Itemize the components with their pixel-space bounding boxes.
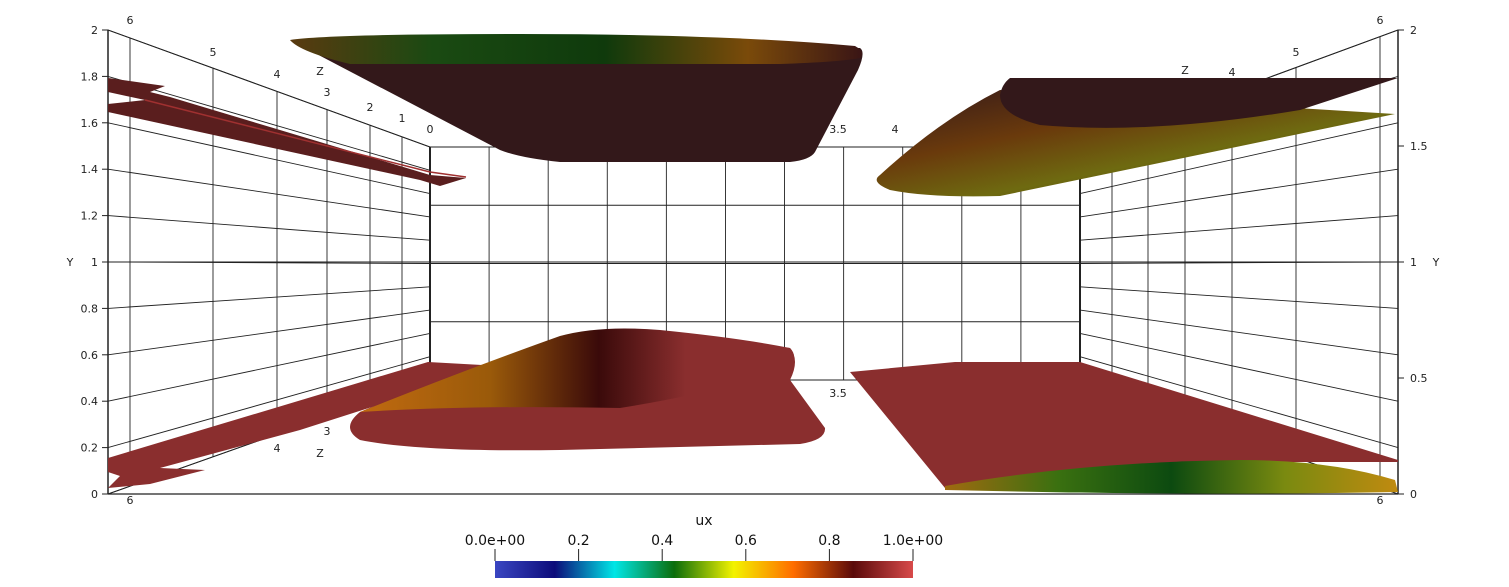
surface-bottom-left-sheet [108,362,500,488]
depth-edge-tl [107,29,431,148]
y-tick-label-left: 0.6 [81,349,99,362]
grid-line-right-y [1079,122,1399,195]
y-tick-label-left: 2 [91,24,98,37]
grid-line-left-y [107,332,431,402]
colorbar-tick-label: 1.0e+00 [883,533,943,549]
y-tick-label-left: 0 [91,488,98,501]
grid-line-left-y [107,215,431,241]
colorbar-gradient [495,561,913,578]
colorbar-tick-label: 0.2 [567,533,589,549]
grid-line-left-y [107,309,431,356]
surface-top-center-top [290,34,863,64]
surface-top-left-wedge-edge [144,99,467,178]
z-axis-title-bottom-left: Z [316,447,324,460]
z-axis-title-top-left: Z [316,65,324,78]
y-tick-label-left: 1.6 [81,117,99,130]
y-tick-label-left: 1.8 [81,70,99,83]
grid-line-right-y [1079,286,1399,309]
surface-bottom-right-body [850,362,1398,488]
grid-line-right-y [1079,309,1399,356]
y-tick-label-right: 1.5 [1410,140,1428,153]
y-tick-label-left: 0.4 [81,395,99,408]
y-axis-title-right: Y [1432,256,1440,269]
x-tick-label-bottom: 3.5 [829,387,847,400]
surface-bottom-right-underside [945,460,1398,494]
colorbar-tick-label: 0.4 [651,533,673,549]
surfaces [108,34,1398,494]
surface-top-center-body [290,40,863,162]
grid-line-right-y [1079,215,1399,241]
y-tick-label-left: 1.2 [81,210,99,223]
x-tick-label-top: 4 [892,123,899,136]
grid-line-left-y [107,168,431,218]
z-tick-label-top-right: 5 [1293,46,1300,59]
grid-line-right-y [1079,168,1399,218]
y-tick-label-left: 1 [91,256,98,269]
z-tick-label-top-left: 3 [324,86,331,99]
axis-labels: 0 0.2 0.4 0.6 0.8 1 1.2 1.4 1.6 1.8 2 0 0.5 1 1.5 2 Y Y 6 5… [66,14,1440,507]
y-tick-label-left: 0.2 [81,442,99,455]
grid-line-right-y [1079,356,1399,449]
grid-line-left-y [107,356,431,449]
z-tick-label-bottom-left: 6 [127,494,134,507]
surface-top-right-body [876,90,1395,197]
y-tick-label-right: 0.5 [1410,372,1428,385]
grid-line-left-y [107,286,431,309]
z-tick-label-top-left: 6 [127,14,134,27]
z-axis-title-top-right: Z [1181,64,1189,77]
z-tick-label-top-left: 1 [399,112,406,125]
grid-line-right-y [1079,332,1399,402]
colorbar-ticks: 0.0e+00 0.2 0.4 0.6 0.8 1.0e+00 [465,533,943,561]
x-tick-label-top: 3.5 [829,123,847,136]
y-axis-title-left: Y [66,256,74,269]
z-tick-label-top-left: 5 [210,46,217,59]
y-tick-label-left: 0.8 [81,302,99,315]
colorbar-tick-label: 0.6 [735,533,757,549]
colorbar-title: ux [695,513,712,529]
z-tick-label-top-left: 0 [427,123,434,136]
surface-bottom-center-top [360,328,794,412]
z-tick-label-top-left: 2 [367,101,374,114]
y-tick-label-left: 1.4 [81,163,99,176]
y-tick-label-right: 1 [1410,256,1417,269]
colorbar: ux 0.0e+00 0.2 0.4 0.6 0.8 1.0e+00 [465,513,943,578]
z-tick-label-bottom-right: 6 [1377,494,1384,507]
grid-line-left-y [107,122,431,195]
z-tick-label-top-right: 6 [1377,14,1384,27]
grid-line-left-y [107,75,431,171]
y-tick-label-right: 2 [1410,24,1417,37]
z-tick-label-bottom-left: 4 [274,442,281,455]
colorbar-tick-label: 0.0e+00 [465,533,525,549]
z-tick-label-top-right: 4 [1229,66,1236,79]
z-tick-label-bottom-left: 3 [324,425,331,438]
y-tick-label-right: 0 [1410,488,1417,501]
surface-top-right-top [1000,78,1398,128]
z-tick-label-top-left: 4 [274,68,281,81]
colorbar-tick-label: 0.8 [818,533,840,549]
